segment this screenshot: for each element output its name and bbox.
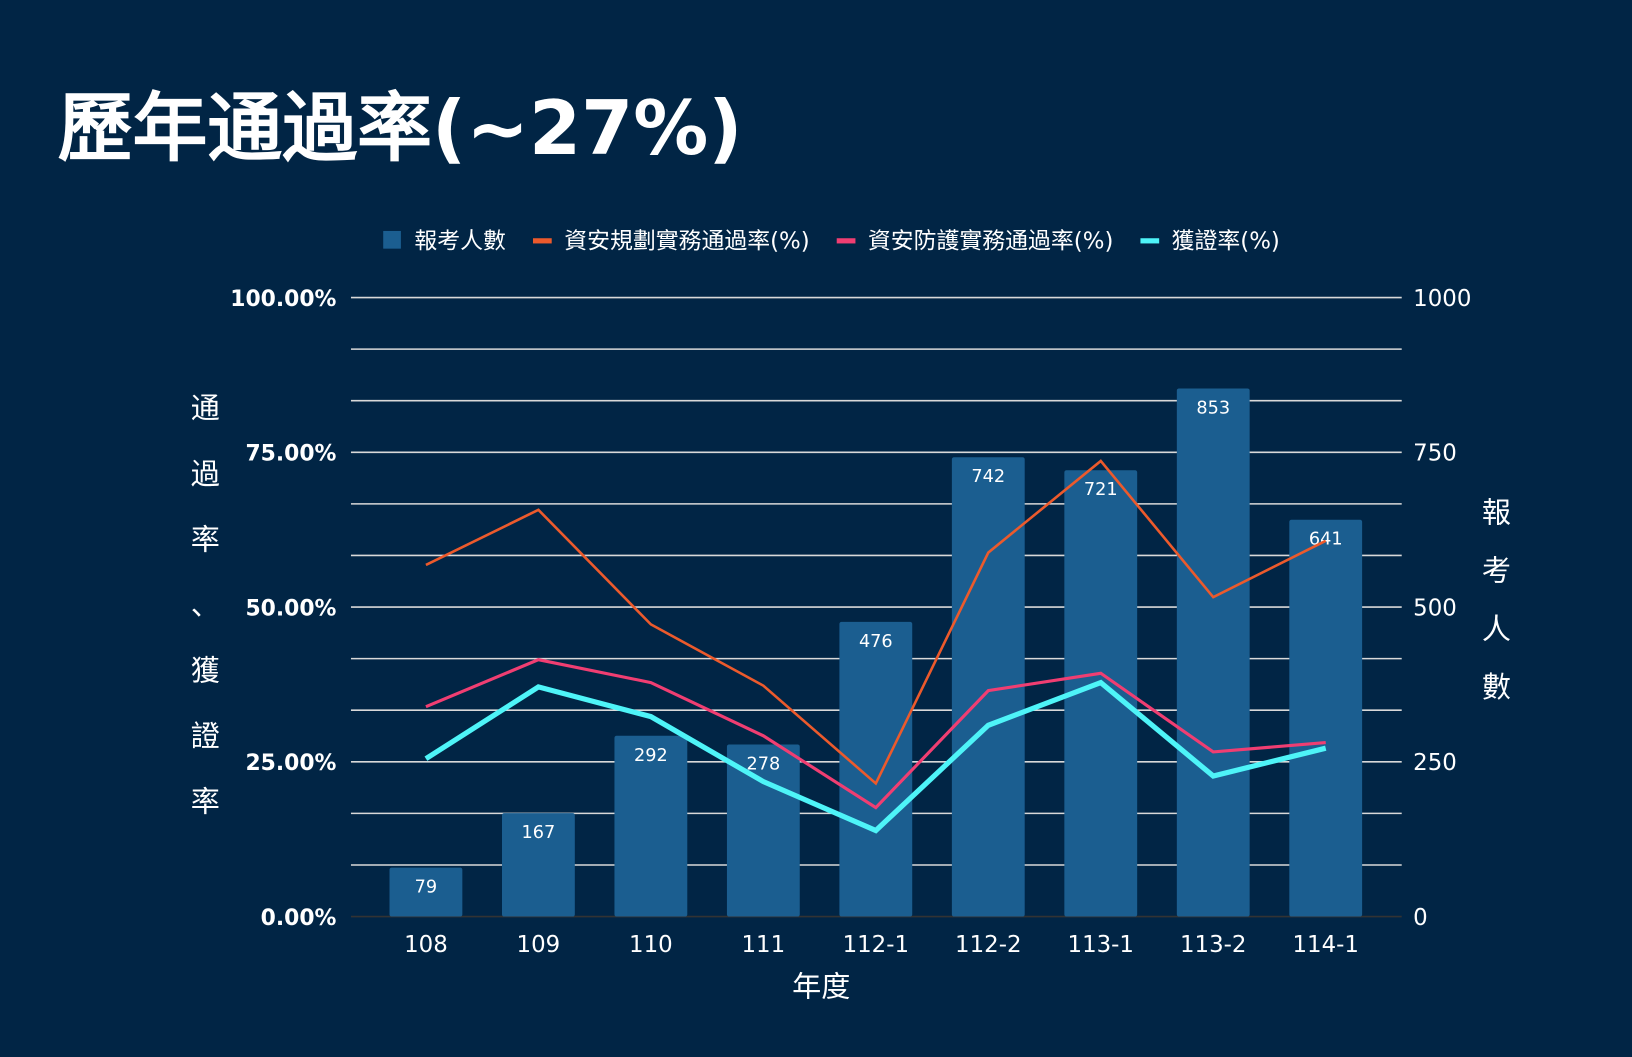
bar-data-label: 476 <box>859 632 893 652</box>
bar <box>951 457 1025 917</box>
legend-swatch-line <box>532 238 552 244</box>
x-tick-label: 109 <box>517 932 561 958</box>
y-left-tick-label: 25.00% <box>245 751 336 776</box>
axes: 0.00% 25.00% 50.00% 75.00% 100.00% 0 250 500 750… <box>230 286 1471 958</box>
x-tick-label: 114-1 <box>1292 932 1358 958</box>
bar <box>389 867 463 917</box>
legend-label: 資安防護實務通過率(%) <box>868 229 1113 255</box>
bar-data-label: 742 <box>971 467 1005 487</box>
x-tick-label: 113-2 <box>1180 932 1246 958</box>
bar-data-label: 167 <box>522 823 556 843</box>
x-tick-label: 112-1 <box>843 932 909 958</box>
y-right-tick-label: 750 <box>1413 441 1457 467</box>
y-left-tick-label: 100.00% <box>230 287 336 312</box>
y-right-tick-label: 0 <box>1413 905 1428 931</box>
bar <box>614 735 688 917</box>
y-axis-right-title: 報考人數 <box>1482 495 1511 704</box>
y-right-tick-label: 500 <box>1413 595 1457 621</box>
bar <box>501 813 575 917</box>
x-tick-label: 112-2 <box>955 932 1021 958</box>
x-tick-label: 110 <box>629 932 673 958</box>
x-tick-label: 111 <box>742 932 786 958</box>
x-tick-label: 108 <box>404 932 448 958</box>
y-left-tick-label: 0.00% <box>261 906 337 931</box>
legend-label: 報考人數 <box>414 229 506 255</box>
bar <box>839 621 913 917</box>
bar-data-label: 721 <box>1084 480 1118 500</box>
bar-data-label: 79 <box>415 878 438 898</box>
legend-label: 資安規劃實務通過率(%) <box>564 229 809 255</box>
bar <box>1064 470 1138 917</box>
legend-swatch-bar <box>383 230 401 249</box>
legend-label: 獲證率(%) <box>1172 229 1280 255</box>
legend-swatch-line <box>1140 238 1160 244</box>
bar-data-label: 292 <box>634 746 668 766</box>
legend-swatch-line <box>836 238 856 244</box>
y-left-tick-label: 50.00% <box>245 596 336 621</box>
y-left-tick-label: 75.00% <box>245 442 336 467</box>
bar <box>1176 388 1250 917</box>
bar-data-label: 853 <box>1196 399 1230 419</box>
y-right-tick-label: 1000 <box>1413 286 1471 312</box>
page-title: 歷年通過率(~27%) <box>58 84 743 172</box>
bar-data-label: 278 <box>746 754 780 774</box>
legend: 報考人數 資安規劃實務通過率(%) 資安防護實務通過率(%) 獲證率(%) <box>383 229 1280 255</box>
y-axis-left-title: 通過率、獲證率 <box>191 391 220 818</box>
x-axis-title: 年度 <box>792 970 850 1004</box>
lines <box>424 459 1327 834</box>
x-tick-label: 113-1 <box>1068 932 1134 958</box>
y-right-tick-label: 250 <box>1413 750 1457 776</box>
bar <box>1289 519 1363 917</box>
